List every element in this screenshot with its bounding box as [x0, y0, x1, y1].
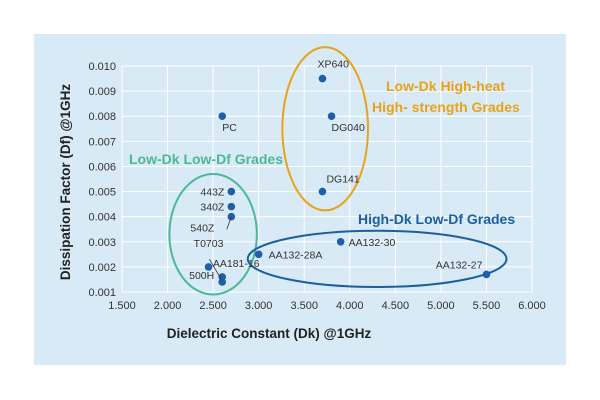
y-tick-label: 0.001	[88, 287, 116, 299]
x-tick-label: 4.000	[336, 300, 364, 312]
point-label: DG040	[332, 122, 365, 134]
data-point	[227, 202, 236, 211]
y-tick-label: 0.004	[88, 212, 116, 224]
group-ellipse	[168, 172, 258, 296]
point-label: 540Z	[190, 223, 215, 235]
y-axis-ticks: 0.001 0.002 0.003 0.004 0.005 0.006 0.007 0.008…	[88, 61, 116, 299]
y-tick-label: 0.007	[88, 136, 116, 148]
x-tick-label: 2.500	[199, 300, 227, 312]
data-point	[204, 263, 213, 271]
x-tick-label: 3.000	[245, 300, 273, 312]
x-tick-label: 3.500	[290, 300, 318, 312]
point-label: AA132-30	[349, 237, 396, 249]
point-label: AA132-28A	[269, 249, 323, 261]
x-tick-label: 1.500	[108, 300, 136, 312]
group-label: High-Dk Low-Df Grades	[358, 211, 515, 227]
data-point	[318, 187, 327, 196]
point-label: T0703	[194, 238, 224, 250]
point-label: 340Z	[200, 202, 225, 214]
y-tick-label: 0.002	[88, 262, 116, 274]
y-tick-label: 0.005	[88, 187, 116, 199]
x-tick-label: 5.000	[427, 300, 455, 312]
chart-panel: 1.500 2.000 2.500 3.000 3.500 4.000 4.500 5.000…	[34, 34, 566, 365]
data-point	[318, 74, 327, 83]
data-point	[482, 270, 491, 279]
x-tick-label: 5.500	[473, 300, 501, 312]
y-tick-label: 0.006	[88, 161, 116, 173]
leader-line	[226, 216, 232, 230]
point-labels: XP640 PC DG040 DG141 443Z 340Z 540Z T0703 AA181-…	[189, 59, 482, 282]
x-tick-label: 6.000	[518, 300, 546, 312]
y-tick-label: 0.008	[88, 111, 116, 123]
y-tick-label: 0.010	[88, 61, 116, 73]
point-label: 500H	[189, 270, 214, 282]
data-point	[327, 112, 336, 121]
y-tick-label: 0.003	[88, 237, 116, 249]
data-points	[204, 74, 491, 286]
scatter-chart: 1.500 2.000 2.500 3.000 3.500 4.000 4.500 5.000…	[58, 46, 546, 341]
y-tick-label: 0.009	[88, 86, 116, 98]
data-point	[336, 237, 345, 246]
x-axis-ticks: 1.500 2.000 2.500 3.000 3.500 4.000 4.500 5.000…	[108, 300, 546, 312]
data-point	[218, 112, 227, 121]
group-label-line2: High- strength Grades	[372, 99, 520, 115]
x-tick-label: 2.000	[154, 300, 182, 312]
point-label: 443Z	[200, 187, 225, 199]
grid-lines	[121, 65, 533, 293]
group-label: Low-Dk High-heat	[386, 78, 505, 94]
point-label: DG141	[326, 174, 359, 186]
leader-line	[209, 259, 222, 280]
point-label: PC	[222, 122, 237, 134]
point-label: XP640	[317, 59, 349, 71]
point-label: AA181-16	[213, 258, 260, 270]
y-axis-title: Dissipation Factor (Df) @1GHz	[58, 84, 73, 280]
group-ellipses	[168, 46, 508, 296]
group-ellipse	[281, 46, 369, 212]
group-labels: Low-Dk High-heat High- strength Grades Low…	[129, 78, 520, 227]
x-tick-label: 4.500	[382, 300, 410, 312]
group-ellipse	[246, 229, 508, 288]
data-point	[218, 278, 227, 286]
group-label: Low-Dk Low-Df Grades	[129, 151, 283, 167]
x-axis-title: Dielectric Constant (Dk) @1GHz	[167, 326, 372, 341]
data-point	[227, 187, 236, 196]
data-point	[254, 250, 263, 259]
point-label: AA132-27	[436, 259, 483, 271]
